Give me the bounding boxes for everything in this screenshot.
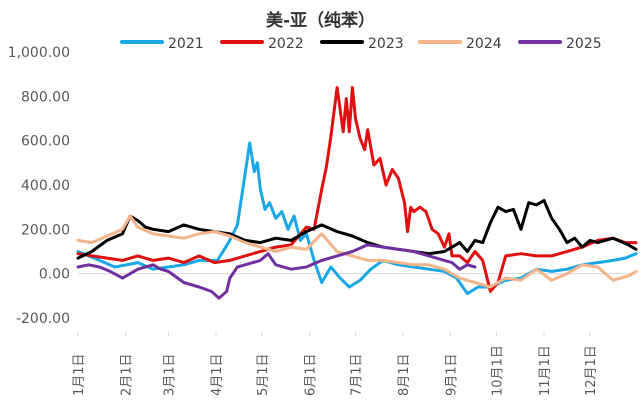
x-tick-label: 7月1日 bbox=[349, 353, 364, 396]
legend-label-2022: 2022 bbox=[268, 36, 304, 52]
legend-label-2025: 2025 bbox=[566, 36, 602, 52]
y-tick-label: 600.00 bbox=[21, 134, 70, 150]
x-tick-label: 1月1日 bbox=[72, 353, 87, 396]
series-line-2025 bbox=[76, 243, 477, 300]
y-tick-label: 1,000.00 bbox=[8, 45, 70, 61]
y-tick-label: 0.00 bbox=[39, 267, 70, 283]
y-tick-label: 800.00 bbox=[21, 89, 70, 105]
x-tick-label: 5月1日 bbox=[256, 353, 271, 396]
legend-label-2021: 2021 bbox=[168, 36, 204, 52]
x-tick-label: 2月1日 bbox=[120, 353, 135, 396]
x-tick-label: 4月1日 bbox=[210, 353, 225, 396]
series-line-2024 bbox=[76, 214, 638, 289]
x-tick-label: 3月1日 bbox=[162, 353, 177, 396]
y-tick-label: 400.00 bbox=[21, 178, 70, 194]
x-tick-label: 8月1日 bbox=[397, 353, 412, 396]
legend-label-2024: 2024 bbox=[466, 36, 502, 52]
y-tick-label: 200.00 bbox=[21, 222, 70, 238]
x-tick-label: 11月1日 bbox=[538, 345, 553, 396]
x-tick-label: 10月1日 bbox=[491, 345, 506, 396]
y-tick-label: -200.00 bbox=[16, 311, 70, 327]
series-line-2022 bbox=[76, 86, 638, 293]
chart-title: 美-亚（纯苯） bbox=[265, 11, 376, 31]
x-tick-label: 9月1日 bbox=[445, 353, 460, 396]
x-tick-label: 6月1日 bbox=[303, 353, 318, 396]
legend-label-2023: 2023 bbox=[368, 36, 404, 52]
x-tick-label: 12月1日 bbox=[584, 345, 599, 396]
